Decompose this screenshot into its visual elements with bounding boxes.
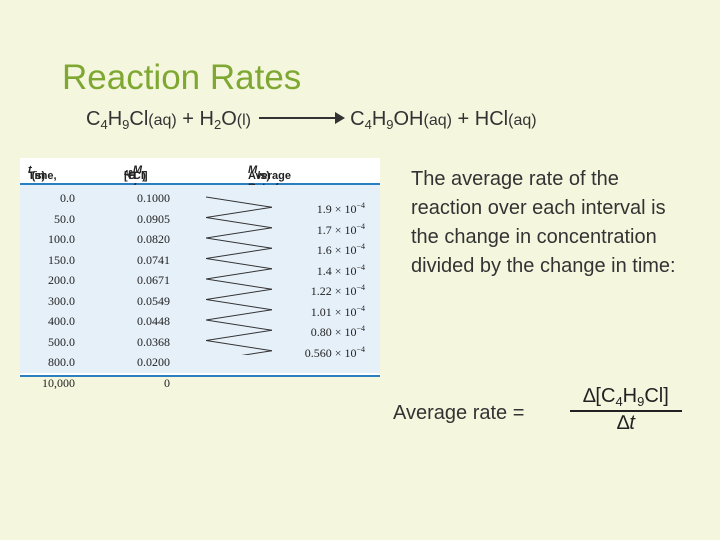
interval-line [206, 217, 273, 229]
interval-line [206, 206, 273, 218]
table-cell-concentration: 0.0448 [137, 314, 170, 328]
header-concentration: [C4H9Cl] (M) [124, 164, 148, 194]
table-cell-time: 500.0 [48, 334, 75, 349]
table-cell-concentration: 0.1000 [137, 191, 170, 205]
table-cell-time: 50.0 [54, 211, 75, 226]
interval-line [206, 309, 273, 321]
header-time: Time, t (s) [28, 164, 57, 182]
table-cell-concentration: 0 [164, 375, 170, 390]
interval-line [206, 288, 273, 300]
table-cell-time: 150.0 [48, 252, 75, 267]
state-1: (aq) [148, 112, 177, 129]
product-2: HCl [474, 108, 509, 130]
formula-denominator: ∆t [617, 412, 635, 434]
average-rate-label: Average rate = [393, 402, 525, 424]
interval-line [206, 340, 273, 352]
header-average-rate: Average Rate (M/s) [248, 164, 292, 194]
formula-numerator: ∆[C4H9Cl] [570, 385, 682, 412]
table-header: Time, t(s) [C4H9Cl] (M) Average Rate (M/… [20, 158, 380, 194]
state-4: (aq) [508, 112, 537, 129]
interval-line [206, 268, 273, 280]
explanation-text: The average rate of the reaction over ea… [411, 168, 676, 277]
table-cell-rate: 1.4 × 10−4 [316, 262, 365, 278]
interval-line [206, 196, 273, 208]
table-cell-time: 300.0 [48, 293, 75, 308]
interval-line [206, 299, 273, 311]
state-3: (aq) [423, 112, 452, 129]
table-cell-concentration: 0.0741 [137, 252, 170, 267]
table-cell-time: 0.0 [60, 191, 75, 205]
table-cell-rate: 1.6 × 10−4 [316, 242, 365, 258]
table-cell-rate: 1.01 × 10−4 [310, 303, 365, 319]
slide-title: Reaction Rates [62, 58, 302, 97]
interval-line [241, 350, 273, 355]
reactant-1: C4H9Cl [86, 108, 149, 132]
reactant-2: H2O [199, 108, 237, 132]
table-cell-concentration: 0.0200 [137, 355, 170, 369]
interval-line [206, 247, 273, 259]
product-1: C4H9OH [350, 108, 424, 132]
table-cell-rate: 1.7 × 10−4 [316, 221, 365, 237]
interval-line [206, 319, 273, 331]
table-cell-rate: 1.9 × 10−4 [316, 201, 365, 217]
table-cell-concentration: 0.0671 [137, 273, 170, 287]
plus-sign: + [182, 108, 194, 130]
rate-data-table: Time, t(s) [C4H9Cl] (M) Average Rate (M/… [20, 158, 380, 390]
interval-bracket-lines [206, 196, 273, 355]
interval-line [206, 237, 273, 249]
table-cell-concentration: 0.0368 [137, 334, 170, 349]
table-cell-time: 10,000 [42, 375, 75, 390]
interval-line [206, 278, 273, 290]
table-cell-rate: 0.80 × 10−4 [310, 324, 365, 340]
table-cell-time: 200.0 [48, 273, 75, 287]
table-cell-time: 100.0 [48, 232, 75, 246]
interval-line [206, 258, 273, 270]
reaction-equation: C4H9Cl(aq) + H2O(l) C4H9OH(aq) + HCl(aq) [86, 108, 537, 132]
table-cell-concentration: 0.0905 [137, 211, 170, 226]
table-cell-time: 800.0 [48, 355, 75, 369]
table-cell-concentration: 0.0549 [137, 293, 170, 308]
state-2: (l) [236, 112, 251, 129]
rate-formula-fraction: ∆[C4H9Cl] ∆t [570, 385, 682, 435]
table-body-background [20, 185, 380, 373]
table-cell-time: 400.0 [48, 314, 75, 328]
interval-line [206, 227, 273, 239]
table-cell-rate: 0.560 × 10−4 [304, 344, 365, 360]
table-cell-rate: 1.22 × 10−4 [310, 283, 365, 299]
plus-sign: + [457, 108, 470, 130]
reaction-arrow-icon [258, 112, 345, 124]
table-cell-concentration: 0.0820 [137, 232, 170, 246]
interval-line [206, 329, 273, 341]
